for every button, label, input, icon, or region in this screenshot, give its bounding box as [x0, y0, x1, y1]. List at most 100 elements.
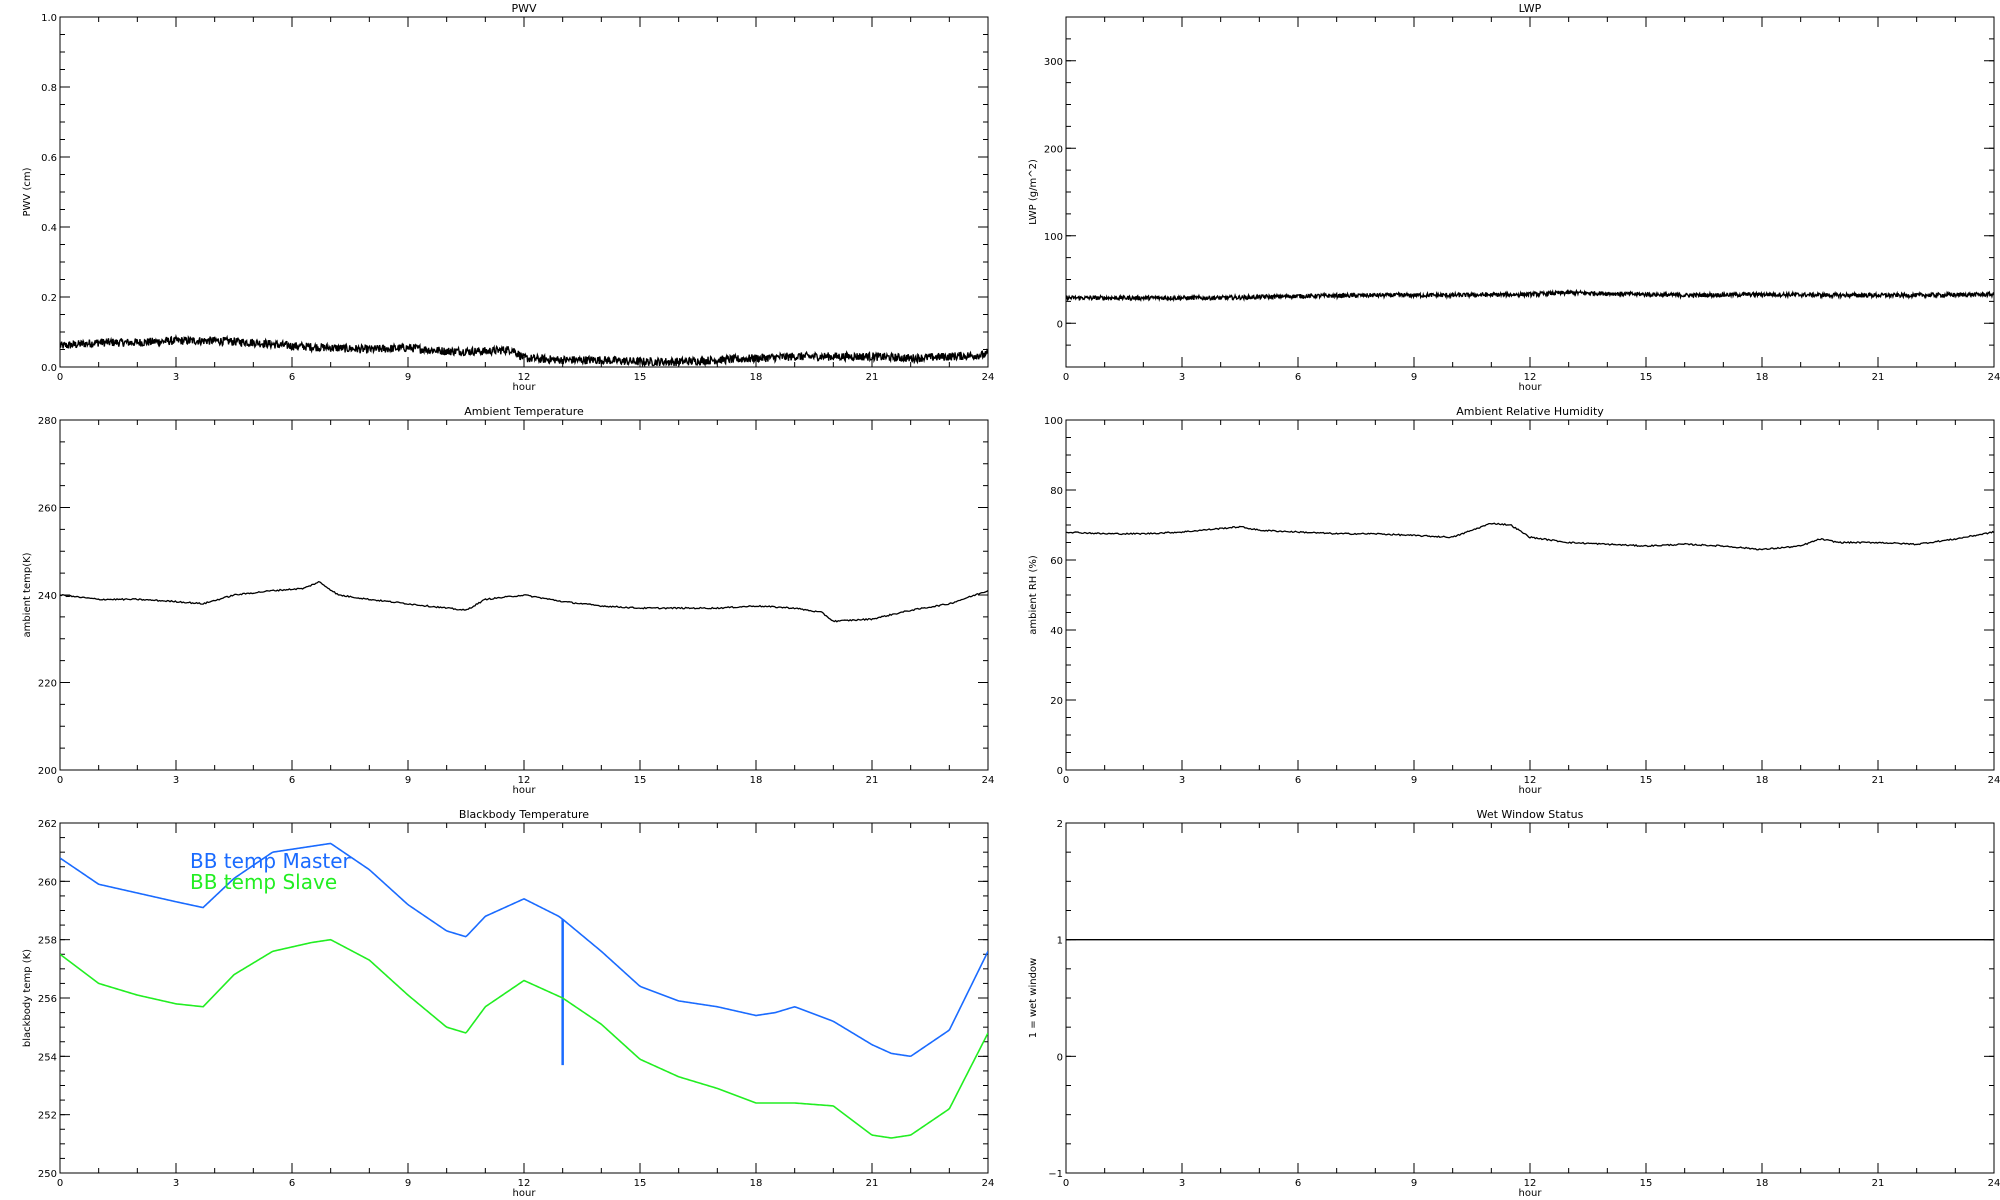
chart-bb-xtick-label: 18: [750, 1178, 763, 1189]
chart-pwv-xtick-label: 18: [750, 372, 763, 383]
chart-pwv-ytick-label: 0.6: [41, 153, 57, 164]
chart-rh-xtick-label: 24: [1988, 775, 2000, 786]
chart-bb-ytick-label: 256: [38, 994, 57, 1005]
chart-wet-ylabel: 1 = wet window: [1028, 958, 1039, 1038]
chart-rh-xtick-label: 15: [1640, 775, 1653, 786]
chart-rh-xlabel: hour: [1519, 785, 1543, 796]
chart-bb-xtick-label: 9: [405, 1178, 411, 1189]
chart-wet-xtick-label: 18: [1756, 1178, 1769, 1189]
chart-bb-title: Blackbody Temperature: [459, 808, 589, 821]
chart-lwp-ytick-label: 200: [1044, 144, 1063, 155]
chart-pwv-xtick-label: 6: [289, 372, 295, 383]
chart-tamb-ytick-label: 200: [38, 766, 57, 777]
chart-tamb-ytick-label: 240: [38, 591, 57, 602]
chart-tamb-panel: Ambient Temperature 0 3 6 9 12 15 18 21 24 hour 200…: [22, 405, 994, 796]
chart-tamb-ytick-label: 280: [38, 416, 57, 427]
chart-pwv-panel: PWV 0 3 6 9 12 15 18 21 24 hour 0.0 0.2 0.4 0.6 0.8 1.0 P…: [22, 2, 994, 393]
chart-rh-ytick-label: 20: [1050, 696, 1063, 707]
chart-tamb-ytick-label: 260: [38, 504, 57, 515]
chart-tamb-ylabel: ambient temp(K): [22, 552, 33, 637]
chart-wet-ytick-label: 0: [1057, 1052, 1063, 1063]
chart-bb-xtick-label: 3: [173, 1178, 179, 1189]
chart-bb-series-1-line: [60, 938, 988, 1139]
chart-rh-xtick-label: 9: [1411, 775, 1417, 786]
chart-bb-ytick-label: 250: [38, 1169, 57, 1180]
chart-tamb-xtick-label: 0: [57, 775, 63, 786]
chart-pwv-frame: [59, 16, 989, 368]
chart-lwp-ytick-label: 100: [1044, 232, 1063, 243]
chart-bb-legend-item: BB temp Master: [190, 849, 352, 873]
chart-pwv-ytick-label: 0.4: [41, 223, 57, 234]
chart-rh-xtick-label: 18: [1756, 775, 1769, 786]
chart-tamb-xtick-label: 18: [750, 775, 763, 786]
chart-pwv-xtick-label: 0: [57, 372, 63, 383]
chart-wet-ytick-label: −1: [1048, 1169, 1063, 1180]
chart-wet-ytick-label: 2: [1057, 819, 1063, 830]
chart-bb-ytick-label: 254: [38, 1052, 57, 1063]
chart-bb-xtick-label: 21: [866, 1178, 879, 1189]
chart-wet-xlabel: hour: [1519, 1188, 1543, 1199]
chart-pwv-xtick-label: 12: [518, 372, 531, 383]
chart-tamb-xtick-label: 21: [866, 775, 879, 786]
chart-tamb-xtick-label: 24: [982, 775, 995, 786]
chart-rh-series-0-line: [1066, 522, 1994, 551]
chart-rh-title: Ambient Relative Humidity: [1456, 405, 1604, 418]
chart-pwv-xtick-label: 24: [982, 372, 995, 383]
chart-lwp-title: LWP: [1519, 2, 1542, 15]
chart-pwv-ytick-label: 0.0: [41, 363, 57, 374]
chart-wet-xtick-label: 24: [1988, 1178, 2000, 1189]
chart-wet-xtick-label: 21: [1872, 1178, 1885, 1189]
chart-tamb-ytick-label: 220: [38, 679, 57, 690]
chart-pwv-xtick-label: 21: [866, 372, 879, 383]
chart-lwp-xtick-label: 21: [1872, 372, 1885, 383]
chart-lwp-xtick-label: 3: [1179, 372, 1185, 383]
chart-lwp-xtick-label: 12: [1524, 372, 1537, 383]
chart-lwp-xtick-label: 0: [1063, 372, 1069, 383]
chart-wet-xtick-label: 12: [1524, 1178, 1537, 1189]
chart-rh-ytick-label: 40: [1050, 626, 1063, 637]
chart-pwv-ylabel: PWV (cm): [22, 167, 33, 216]
chart-tamb-xtick-label: 15: [634, 775, 647, 786]
chart-wet-xtick-label: 3: [1179, 1178, 1185, 1189]
chart-lwp-xlabel: hour: [1519, 382, 1543, 393]
chart-rh-xtick-label: 6: [1295, 775, 1301, 786]
chart-tamb-xtick-label: 6: [289, 775, 295, 786]
chart-rh-xtick-label: 12: [1524, 775, 1537, 786]
chart-tamb-xlabel: hour: [513, 785, 537, 796]
chart-bb-series-0-line: [60, 842, 988, 1058]
chart-bb-xtick-label: 12: [518, 1178, 531, 1189]
chart-lwp-frame: [1065, 16, 1995, 368]
chart-pwv-xtick-label: 3: [173, 372, 179, 383]
chart-lwp-xtick-label: 6: [1295, 372, 1301, 383]
chart-pwv-xtick-label: 9: [405, 372, 411, 383]
chart-bb-xtick-label: 24: [982, 1178, 995, 1189]
chart-rh-ytick-label: 100: [1044, 416, 1063, 427]
chart-tamb-title: Ambient Temperature: [464, 405, 584, 418]
chart-wet-title: Wet Window Status: [1477, 808, 1584, 821]
chart-wet-frame: [1065, 822, 1995, 1174]
chart-rh-ytick-label: 60: [1050, 556, 1063, 567]
chart-pwv-ytick-label: 1.0: [41, 13, 57, 24]
chart-pwv-xtick-label: 15: [634, 372, 647, 383]
chart-lwp-ytick-label: 300: [1044, 57, 1063, 68]
chart-bb-xtick-label: 0: [57, 1178, 63, 1189]
chart-tamb-xtick-label: 9: [405, 775, 411, 786]
chart-rh-xtick-label: 21: [1872, 775, 1885, 786]
chart-rh-xtick-label: 3: [1179, 775, 1185, 786]
chart-lwp-ylabel: LWP (g/m^2): [1028, 159, 1039, 225]
chart-pwv-xlabel: hour: [513, 382, 537, 393]
chart-bb-xtick-label: 15: [634, 1178, 647, 1189]
chart-rh-xtick-label: 0: [1063, 775, 1069, 786]
chart-lwp-xtick-label: 15: [1640, 372, 1653, 383]
chart-wet-xtick-label: 15: [1640, 1178, 1653, 1189]
chart-pwv-ytick-label: 0.2: [41, 293, 57, 304]
chart-bb-ytick-label: 260: [38, 877, 57, 888]
chart-pwv-series-0-line: [60, 333, 988, 367]
chart-wet-xtick-label: 0: [1063, 1178, 1069, 1189]
chart-bb-panel: Blackbody Temperature 0 3 6 9 12 15 18 21 24 hour 2…: [22, 808, 994, 1199]
chart-tamb-xtick-label: 12: [518, 775, 531, 786]
chart-lwp-xtick-label: 18: [1756, 372, 1769, 383]
chart-pwv-ytick-label: 0.8: [41, 83, 57, 94]
chart-bb-ylabel: blackbody temp (K): [22, 949, 33, 1047]
chart-bb-legend-item: BB temp Slave: [190, 870, 337, 894]
